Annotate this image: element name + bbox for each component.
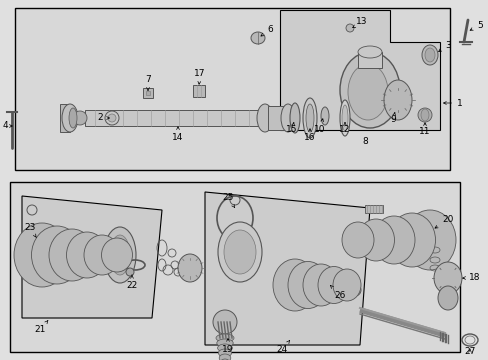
Bar xyxy=(146,91,150,95)
Ellipse shape xyxy=(216,339,233,347)
Circle shape xyxy=(73,111,87,125)
Ellipse shape xyxy=(433,262,461,294)
Ellipse shape xyxy=(421,45,437,65)
Ellipse shape xyxy=(424,48,434,62)
Text: 14: 14 xyxy=(172,127,183,143)
Ellipse shape xyxy=(387,213,435,267)
Ellipse shape xyxy=(339,52,399,128)
Ellipse shape xyxy=(213,310,237,334)
Text: 19: 19 xyxy=(222,338,233,355)
Text: 5: 5 xyxy=(469,21,482,30)
Ellipse shape xyxy=(305,104,313,132)
Ellipse shape xyxy=(62,104,78,132)
Ellipse shape xyxy=(317,266,349,303)
Bar xyxy=(142,88,153,98)
Ellipse shape xyxy=(224,230,256,274)
Ellipse shape xyxy=(383,80,411,120)
Ellipse shape xyxy=(287,261,327,309)
Ellipse shape xyxy=(403,210,455,270)
Ellipse shape xyxy=(437,286,457,310)
Text: 11: 11 xyxy=(418,123,430,136)
Ellipse shape xyxy=(372,216,414,264)
Ellipse shape xyxy=(347,64,387,120)
Circle shape xyxy=(105,111,119,125)
Bar xyxy=(364,205,382,213)
Ellipse shape xyxy=(250,32,264,44)
Ellipse shape xyxy=(218,222,262,282)
Bar xyxy=(357,52,381,68)
Ellipse shape xyxy=(281,104,294,132)
Text: 7: 7 xyxy=(145,76,151,90)
Ellipse shape xyxy=(84,235,120,275)
Bar xyxy=(10,182,459,352)
Ellipse shape xyxy=(303,98,316,138)
Text: 12: 12 xyxy=(339,122,350,135)
Ellipse shape xyxy=(220,359,229,360)
Text: 22: 22 xyxy=(126,275,137,289)
Ellipse shape xyxy=(320,107,328,125)
Bar xyxy=(15,8,449,170)
Text: 3: 3 xyxy=(438,40,450,51)
Bar xyxy=(60,104,70,132)
Text: 20: 20 xyxy=(434,216,453,228)
Text: 23: 23 xyxy=(24,224,36,238)
Ellipse shape xyxy=(69,108,77,128)
Circle shape xyxy=(108,114,116,122)
Ellipse shape xyxy=(218,349,231,357)
Ellipse shape xyxy=(272,259,316,311)
Text: 16: 16 xyxy=(304,129,315,143)
Text: 17: 17 xyxy=(194,68,205,84)
Polygon shape xyxy=(204,192,369,345)
Ellipse shape xyxy=(49,229,95,281)
Text: 15: 15 xyxy=(285,122,297,135)
Text: 8: 8 xyxy=(362,138,367,147)
Text: 26: 26 xyxy=(330,285,345,300)
Ellipse shape xyxy=(31,226,82,284)
Ellipse shape xyxy=(303,264,338,306)
Ellipse shape xyxy=(104,227,136,283)
Ellipse shape xyxy=(357,46,381,58)
Ellipse shape xyxy=(216,334,234,342)
Polygon shape xyxy=(22,196,162,318)
Ellipse shape xyxy=(341,222,373,258)
Circle shape xyxy=(126,268,134,276)
Circle shape xyxy=(417,108,431,122)
Ellipse shape xyxy=(217,344,232,352)
Ellipse shape xyxy=(219,354,230,360)
Ellipse shape xyxy=(257,104,272,132)
Ellipse shape xyxy=(357,219,394,261)
Text: 18: 18 xyxy=(462,274,480,283)
Text: 6: 6 xyxy=(261,26,272,36)
Text: 13: 13 xyxy=(352,18,367,28)
Ellipse shape xyxy=(178,254,202,282)
Polygon shape xyxy=(280,10,439,130)
Ellipse shape xyxy=(332,269,360,301)
Ellipse shape xyxy=(420,109,428,121)
Text: 24: 24 xyxy=(276,341,289,355)
Text: 9: 9 xyxy=(389,113,395,125)
Text: 27: 27 xyxy=(464,347,475,356)
Ellipse shape xyxy=(102,238,132,272)
Ellipse shape xyxy=(66,232,107,278)
Text: 21: 21 xyxy=(34,320,48,334)
Text: 4: 4 xyxy=(2,122,12,130)
Text: 10: 10 xyxy=(314,119,325,135)
Ellipse shape xyxy=(14,223,70,287)
Ellipse shape xyxy=(341,105,347,131)
Ellipse shape xyxy=(110,235,130,275)
Text: 25: 25 xyxy=(222,194,234,208)
Bar xyxy=(85,110,260,126)
Ellipse shape xyxy=(289,103,299,133)
Text: 1: 1 xyxy=(443,99,462,108)
Bar xyxy=(193,85,204,97)
Bar xyxy=(267,106,287,130)
Text: 2: 2 xyxy=(97,113,109,122)
Circle shape xyxy=(346,24,353,32)
Ellipse shape xyxy=(339,100,349,136)
